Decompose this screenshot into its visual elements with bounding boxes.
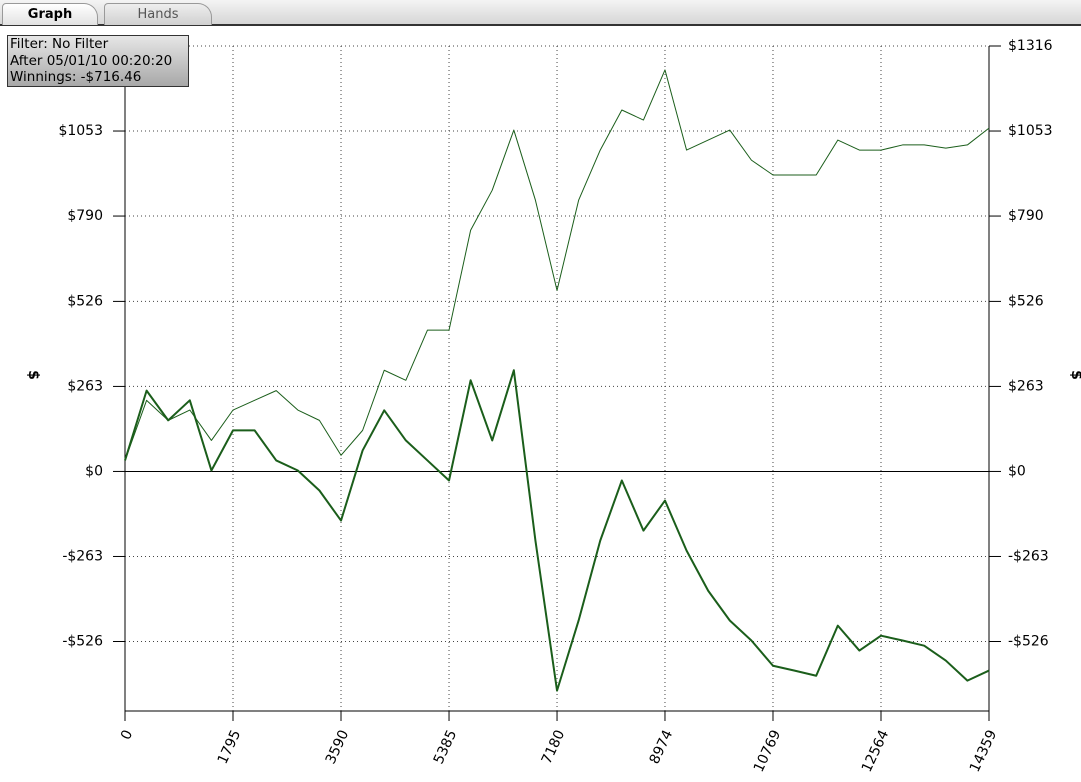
y-tick-label: $1053 xyxy=(58,123,103,139)
x-tick-label: 7180 xyxy=(539,728,569,767)
y-axis-title-right: $ xyxy=(1068,370,1081,380)
x-tick-label: 10769 xyxy=(751,728,784,775)
line-series xyxy=(124,69,990,461)
tab-bar: Graph Hands xyxy=(0,0,1081,26)
tab[interactable]: Graph xyxy=(2,3,98,25)
chart: -$526 -$526 -$263 -$263 $0 $0 $263 $263 $526 $526… xyxy=(25,38,1081,775)
x-tick-label: 1795 xyxy=(215,728,245,767)
y-tick-label-right: -$263 xyxy=(1008,548,1049,564)
x-tick-label: 5385 xyxy=(431,728,461,767)
y-tick-label: -$526 xyxy=(62,633,103,649)
y-tick-label: $263 xyxy=(67,378,103,394)
x-tick-label: 3590 xyxy=(323,728,353,767)
info-line: Filter: No Filter xyxy=(10,36,109,52)
y-tick-label: $790 xyxy=(67,208,103,224)
y-tick-label-right: $1316 xyxy=(1008,38,1053,54)
y-tick-label-right: $1053 xyxy=(1008,123,1053,139)
y-tick-label-right: $263 xyxy=(1008,378,1044,394)
y-tick-label-right: $0 xyxy=(1008,463,1026,479)
y-tick-label-right: $790 xyxy=(1008,208,1044,224)
y-tick-label: $0 xyxy=(85,463,103,479)
y-tick-label: -$263 xyxy=(62,548,103,564)
y-tick-label: $526 xyxy=(67,293,103,309)
tab[interactable]: Hands xyxy=(104,3,212,25)
info-line: Winnings: -$716.46 xyxy=(10,69,142,85)
y-tick-label-right: -$526 xyxy=(1008,633,1049,649)
y-axis-title: $ xyxy=(25,370,41,380)
y-tick-label-right: $526 xyxy=(1008,293,1044,309)
x-tick-label: 14359 xyxy=(967,728,1000,775)
line-series xyxy=(124,369,990,692)
x-tick-label: 8974 xyxy=(647,728,677,767)
info-line: After 05/01/10 00:20:20 xyxy=(10,52,173,69)
x-tick-label: 12564 xyxy=(859,728,892,775)
x-tick-label: 0 xyxy=(118,728,136,743)
info-box: Filter: No Filter After 05/01/10 00:20:2… xyxy=(7,35,189,87)
